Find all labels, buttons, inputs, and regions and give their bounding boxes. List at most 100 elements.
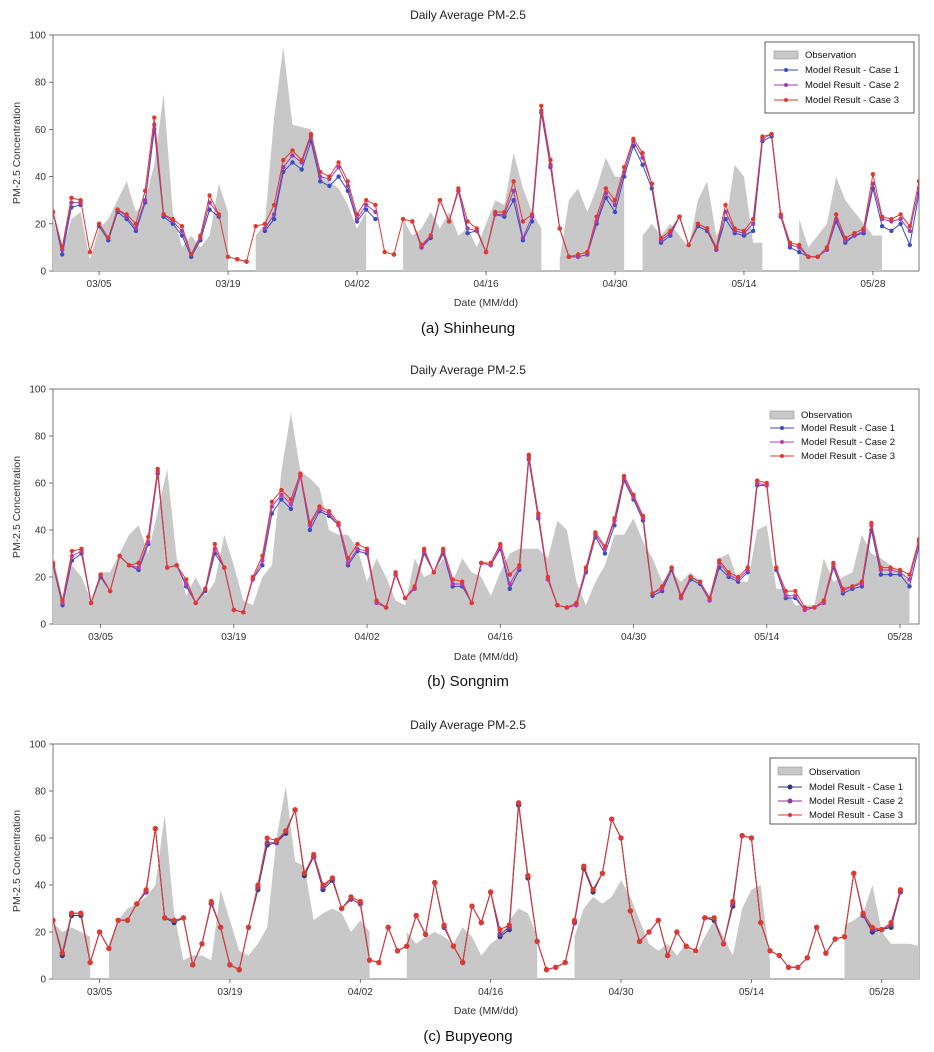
- data-point-case3: [400, 216, 406, 222]
- x-tick-label: 05/14: [731, 279, 756, 290]
- data-point-case3: [146, 534, 151, 540]
- data-point-case3: [714, 245, 719, 250]
- series-line-case3: [53, 454, 919, 613]
- data-point-case3: [413, 912, 419, 919]
- data-point-case3: [53, 917, 56, 923]
- data-point-case3: [655, 917, 661, 923]
- data-point-case3: [336, 520, 341, 526]
- data-point-case3: [627, 908, 633, 914]
- data-point-case3: [236, 967, 242, 973]
- data-point-case3: [669, 565, 674, 570]
- data-point-case3: [97, 929, 103, 935]
- data-point-case3: [311, 851, 317, 858]
- data-point-case3: [88, 600, 94, 606]
- chart-title: Daily Average PM-2.5: [410, 718, 526, 732]
- data-point-case3: [404, 943, 410, 949]
- y-tick-label: 20: [35, 573, 47, 584]
- legend-label-case3: Model Result - Case 3: [801, 451, 895, 462]
- data-point-case3: [273, 837, 280, 844]
- data-point-case3: [326, 509, 332, 514]
- data-point-case3: [678, 593, 684, 598]
- data-point-case3: [53, 560, 56, 566]
- data-point-case3: [207, 193, 212, 198]
- data-point-case3: [697, 579, 703, 584]
- data-point-case3: [115, 207, 120, 212]
- legend-label-case2: Model Result - Case 2: [805, 80, 899, 91]
- data-point-case3: [745, 565, 750, 570]
- data-point-case3: [428, 233, 433, 238]
- data-point-case3: [748, 835, 755, 841]
- x-tick-label: 04/30: [621, 632, 646, 643]
- data-point-case3: [106, 945, 112, 952]
- observation-area-segment: [108, 786, 370, 979]
- data-point-case3: [686, 242, 691, 248]
- data-point-case2: [450, 581, 455, 587]
- data-point-case3: [391, 252, 397, 257]
- data-point-case3: [889, 216, 894, 222]
- y-tick-label: 100: [29, 740, 46, 751]
- legend-label-case1: Model Result - Case 1: [805, 65, 899, 76]
- data-point-case3: [814, 924, 820, 930]
- series-line-case1: [53, 204, 81, 255]
- data-point-case3: [199, 941, 205, 947]
- x-axis-label: Date (MM/dd): [454, 651, 518, 663]
- observation-area-segment: [53, 922, 91, 979]
- data-point-case3: [412, 584, 417, 589]
- data-point-case3: [87, 249, 93, 255]
- data-point-case3: [133, 221, 139, 226]
- y-tick-label: 60: [35, 125, 47, 136]
- data-point-case3: [516, 800, 522, 806]
- observation-area-segment: [53, 94, 228, 271]
- data-point-case3: [726, 570, 731, 575]
- data-point-case3: [117, 553, 122, 559]
- data-point-case3: [683, 943, 689, 949]
- data-point-case3: [888, 920, 894, 926]
- data-point-case2: [133, 226, 139, 231]
- data-point-case1: [898, 221, 903, 226]
- data-point-case3: [739, 833, 745, 839]
- legend-swatch-observation: [777, 766, 803, 776]
- data-point-case3: [393, 570, 398, 575]
- data-point-case3: [431, 570, 436, 575]
- x-tick-label: 04/02: [345, 279, 370, 290]
- data-point-case3: [208, 898, 214, 905]
- chart-panel-bupyeong: Daily Average PM-2.5 0 20 40 60 80 100 03/05 03…: [11, 718, 920, 1045]
- data-point-case3: [793, 588, 798, 594]
- data-point-case3: [539, 103, 544, 109]
- data-point-case3: [692, 948, 699, 954]
- data-point-case3: [637, 938, 643, 945]
- data-point-case1: [299, 167, 304, 172]
- data-point-case3: [450, 943, 456, 949]
- x-tick-label: 05/14: [739, 987, 764, 998]
- data-point-case3: [235, 257, 240, 262]
- data-point-case3: [841, 934, 848, 940]
- data-point-case3: [736, 574, 741, 580]
- data-point-case3: [382, 249, 387, 255]
- data-point-case3: [603, 186, 608, 191]
- data-point-case3: [79, 546, 84, 551]
- data-point-case3: [281, 157, 286, 163]
- legend-marker-case1: [780, 426, 784, 430]
- data-point-case3: [107, 588, 113, 594]
- data-point-case3: [802, 605, 807, 610]
- data-point-case3: [602, 544, 608, 549]
- data-point-case3: [171, 917, 177, 923]
- data-point-case3: [717, 558, 722, 563]
- data-point-case3: [106, 235, 111, 241]
- data-point-case2: [507, 581, 512, 587]
- legend-swatch-observation: [769, 410, 795, 420]
- x-tick-label: 05/28: [860, 279, 885, 290]
- y-tick-label: 40: [35, 526, 47, 537]
- x-tick-label: 05/28: [887, 632, 912, 643]
- data-point-case3: [888, 565, 893, 570]
- legend-marker-case2: [787, 798, 793, 804]
- data-point-case2: [511, 188, 516, 193]
- data-point-case1: [260, 563, 265, 568]
- legend-marker-case3: [780, 454, 784, 458]
- legend-marker-case1: [784, 68, 788, 72]
- data-point-case3: [329, 875, 335, 881]
- data-point-case3: [59, 950, 65, 956]
- data-point-case3: [517, 563, 522, 568]
- data-point-case3: [741, 228, 747, 234]
- data-point-case3: [244, 259, 249, 264]
